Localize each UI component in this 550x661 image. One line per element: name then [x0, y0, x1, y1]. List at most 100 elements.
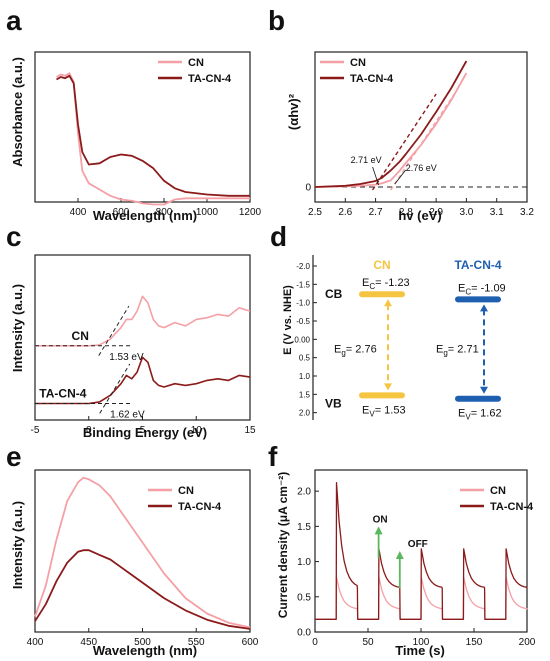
panel-f-ytick-label: 2.0: [297, 487, 311, 498]
panel-d-cb-bar: [455, 296, 501, 303]
panel-d-ytick-label: 0.00: [294, 335, 310, 344]
panel-d-ec-label: EC= -1.09: [458, 282, 506, 296]
panel-b-ytick-label: 0: [305, 183, 311, 194]
panel-b-xtick-label: 3.0: [459, 207, 473, 218]
panel-c-tangent-0: [98, 305, 130, 356]
panel-b-xtick-label: 2.9: [429, 207, 443, 218]
panel-f-xtick-label: 100: [413, 637, 430, 648]
panel-e-series-tacn4: [34, 549, 251, 630]
panel-d-ytick-label: -0.5: [296, 317, 310, 326]
panel-d-ev-label: EV= 1.53: [362, 404, 406, 418]
panel-b-xtick-label: 2.8: [399, 207, 413, 218]
panel-f-xtick-label: 50: [362, 637, 374, 648]
panel-c-series-label: TA-CN-4: [39, 387, 86, 401]
panel-d-ytick-label: -1.5: [296, 280, 310, 289]
panel-a-legend-label: CN: [188, 57, 204, 69]
panel-b-tangent-0: [390, 93, 455, 191]
panel-a-xtick-label: 1200: [239, 207, 262, 218]
panel-d-arrowhead-up: [480, 304, 488, 312]
panel-b-ylabel: (αhv)²: [286, 93, 301, 130]
panel-c-xlabel: Binding Energy (eV): [83, 425, 207, 440]
panel-c-ylabel: Intensity (a.u.): [10, 284, 25, 372]
panel-a-xtick-label: 400: [70, 207, 87, 218]
panel-c-label: c: [6, 221, 22, 252]
panel-a-xtick-label: 1000: [196, 207, 219, 218]
panel-d-eg-label: Eg= 2.76: [334, 344, 377, 358]
panel-c-series-tacn4: [35, 356, 251, 405]
panel-f-arrowhead: [374, 526, 383, 535]
panel-f-series-tacn4: [315, 482, 528, 620]
panel-e-xtick-label: 500: [134, 637, 151, 648]
panel-d-vb-bar: [359, 392, 405, 399]
panel-b-xtick-label: 2.7: [369, 207, 383, 218]
panel-d-ec-label: EC= -1.23: [362, 277, 410, 291]
panel-d-eg-label: Eg= 2.71: [436, 344, 479, 358]
panel-f-ytick-label: 0.5: [297, 592, 311, 603]
panel-a-series-tacn4: [56, 74, 250, 197]
panel-d-ytick-label: 1.0: [299, 372, 311, 381]
panel-d-row-label: VB: [325, 396, 342, 410]
panel-d-ytick-label: -2.0: [296, 262, 310, 271]
panel-d-ytick-label: -1.0: [296, 299, 310, 308]
panel-f-annotation: ON: [373, 514, 388, 525]
panel-e-series-cn: [34, 476, 251, 629]
panel-c-series-label: CN: [72, 329, 89, 343]
panel-b-label: b: [268, 5, 285, 36]
panel-a-legend-label: TA-CN-4: [188, 73, 232, 85]
panel-f-ytick-label: 0.0: [297, 628, 311, 639]
panel-c-xtick-label: 5: [140, 425, 146, 436]
panel-f-legend-label: CN: [490, 485, 506, 497]
panel-a-xlabel: Wavelength (nm): [93, 208, 197, 223]
panel-e-xtick-label: 450: [80, 637, 97, 648]
panel-c-xtick-label: 10: [191, 425, 203, 436]
panel-b-xtick-label: 2.6: [338, 207, 352, 218]
panel-e-xtick-label: 550: [188, 637, 205, 648]
panel-d-ev-label: EV= 1.62: [458, 408, 502, 422]
panel-d-label: d: [270, 221, 287, 252]
panel-c-xtick-label: 0: [86, 425, 92, 436]
panel-d-ytick-label: 2.0: [299, 409, 311, 418]
panel-e-legend-label: CN: [178, 485, 194, 497]
panel-b-tangent-1: [371, 93, 437, 191]
panel-b-series-cn: [314, 72, 468, 188]
panel-c-series-cn: [35, 295, 251, 347]
panel-d-material-label: CN: [373, 258, 390, 272]
panel-b-xtick-label: 3.2: [520, 207, 534, 218]
panel-a-series-cn: [56, 72, 250, 206]
panel-e-xlabel: Wavelength (nm): [93, 643, 197, 658]
panel-e-xtick-label: 400: [27, 637, 44, 648]
panel-a-frame: [34, 51, 251, 203]
panel-b-annotation-1: 2.71 eV: [351, 155, 382, 165]
panel-b-legend-label: CN: [350, 57, 366, 69]
panel-d-ylabel: E (V vs. NHE): [282, 285, 294, 355]
panel-b-annotation-1-pointer: [372, 166, 379, 186]
panel-d-arrowhead-up: [384, 299, 392, 307]
panel-f-xtick-label: 200: [519, 637, 536, 648]
panel-b-annotation-2-pointer: [394, 169, 407, 185]
panel-b-series-tacn4: [314, 60, 468, 188]
panel-f-xtick-label: 0: [312, 637, 318, 648]
panel-f-ytick-label: 1.5: [297, 522, 311, 533]
panel-d-ytick-label: 0.5: [299, 354, 311, 363]
panel-d-ytick-label: 1.5: [299, 390, 311, 399]
panel-e-legend-label: TA-CN-4: [178, 501, 222, 513]
panel-a-xtick-label: 800: [156, 207, 173, 218]
panel-c-tangent-1: [99, 363, 131, 414]
panel-c-onset-label: 1.53 eV: [109, 352, 144, 363]
panel-f-annotation: OFF: [408, 539, 428, 550]
panel-d-arrowhead-down: [384, 383, 392, 391]
panel-b-frame: [314, 51, 528, 203]
panel-f-xlabel: Time (s): [395, 643, 445, 658]
panel-e-xtick-label: 600: [242, 637, 259, 648]
panel-d-vb-bar: [455, 395, 501, 402]
panel-f-ytick-label: 1.0: [297, 557, 311, 568]
panel-c-xtick-label: -5: [31, 425, 40, 436]
panel-a-xtick-label: 600: [113, 207, 130, 218]
panel-f-xtick-label: 150: [466, 637, 483, 648]
panel-d-row-label: CB: [325, 287, 343, 301]
panel-f-arrowhead: [395, 551, 404, 559]
panel-e-label: e: [6, 441, 22, 472]
panel-c-xtick-label: 15: [244, 425, 256, 436]
panel-b-legend-label: TA-CN-4: [350, 73, 394, 85]
panel-f-legend-label: TA-CN-4: [490, 501, 534, 513]
